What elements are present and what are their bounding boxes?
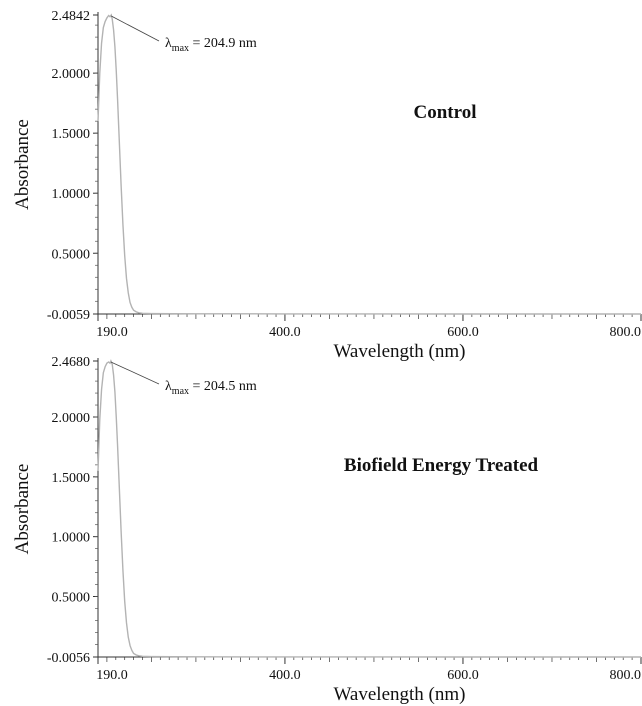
y-tick-label: -0.0059 bbox=[47, 308, 90, 323]
panel-title: Biofield Energy Treated bbox=[344, 455, 539, 476]
x-tick-label: 190.0 bbox=[96, 325, 128, 340]
x-tick-label: 400.0 bbox=[269, 668, 301, 683]
lambda-symbol: λ bbox=[165, 379, 172, 394]
spectrum-line bbox=[97, 13, 641, 315]
x-tick-label: 600.0 bbox=[447, 668, 479, 683]
peak-leader-line bbox=[110, 361, 160, 385]
y-tick-label: 2.0000 bbox=[52, 411, 91, 426]
y-tick-label: 1.5000 bbox=[52, 127, 91, 142]
lambda-value: = 204.5 nm bbox=[189, 379, 257, 394]
lambda-max-annotation: λmax = 204.9 nm bbox=[165, 36, 257, 54]
y-tick-label: 1.5000 bbox=[52, 471, 91, 486]
lambda-symbol: λ bbox=[165, 36, 172, 51]
x-tick-label: 400.0 bbox=[269, 325, 301, 340]
y-tick-label: 2.4842 bbox=[52, 9, 91, 24]
y-tick-label: 0.5000 bbox=[52, 590, 91, 605]
x-axis-title: Wavelength (nm) bbox=[334, 684, 466, 705]
x-tick-label: 600.0 bbox=[447, 325, 479, 340]
y-axis-title: Absorbance bbox=[12, 119, 33, 210]
control-spectrum-panel: 2.4842 2.0000 1.5000 1.0000 0.5000 -0.0059 190… bbox=[12, 9, 642, 362]
lambda-subscript: max bbox=[172, 386, 189, 397]
peak-leader-line bbox=[111, 15, 160, 42]
y-tick-label: 1.0000 bbox=[52, 531, 91, 546]
x-tick-label: 800.0 bbox=[610, 325, 642, 340]
y-tick-label: 2.0000 bbox=[52, 67, 91, 82]
y-tick-label: -0.0056 bbox=[47, 651, 90, 666]
panel-title: Control bbox=[414, 102, 477, 123]
spectrum-line bbox=[97, 359, 641, 658]
treated-spectrum-panel: 2.4680 2.0000 1.5000 1.0000 0.5000 -0.0056 190… bbox=[12, 355, 642, 705]
y-axis-title: Absorbance bbox=[12, 464, 33, 555]
y-tick-label: 1.0000 bbox=[52, 187, 91, 202]
x-axis-title: Wavelength (nm) bbox=[334, 341, 466, 362]
lambda-value: = 204.9 nm bbox=[189, 36, 257, 51]
y-tick-label: 0.5000 bbox=[52, 247, 91, 262]
lambda-subscript: max bbox=[172, 43, 189, 54]
lambda-max-annotation: λmax = 204.5 nm bbox=[165, 379, 257, 397]
x-tick-label: 190.0 bbox=[96, 668, 128, 683]
x-tick-label: 800.0 bbox=[610, 668, 642, 683]
y-tick-label: 2.4680 bbox=[52, 355, 91, 370]
